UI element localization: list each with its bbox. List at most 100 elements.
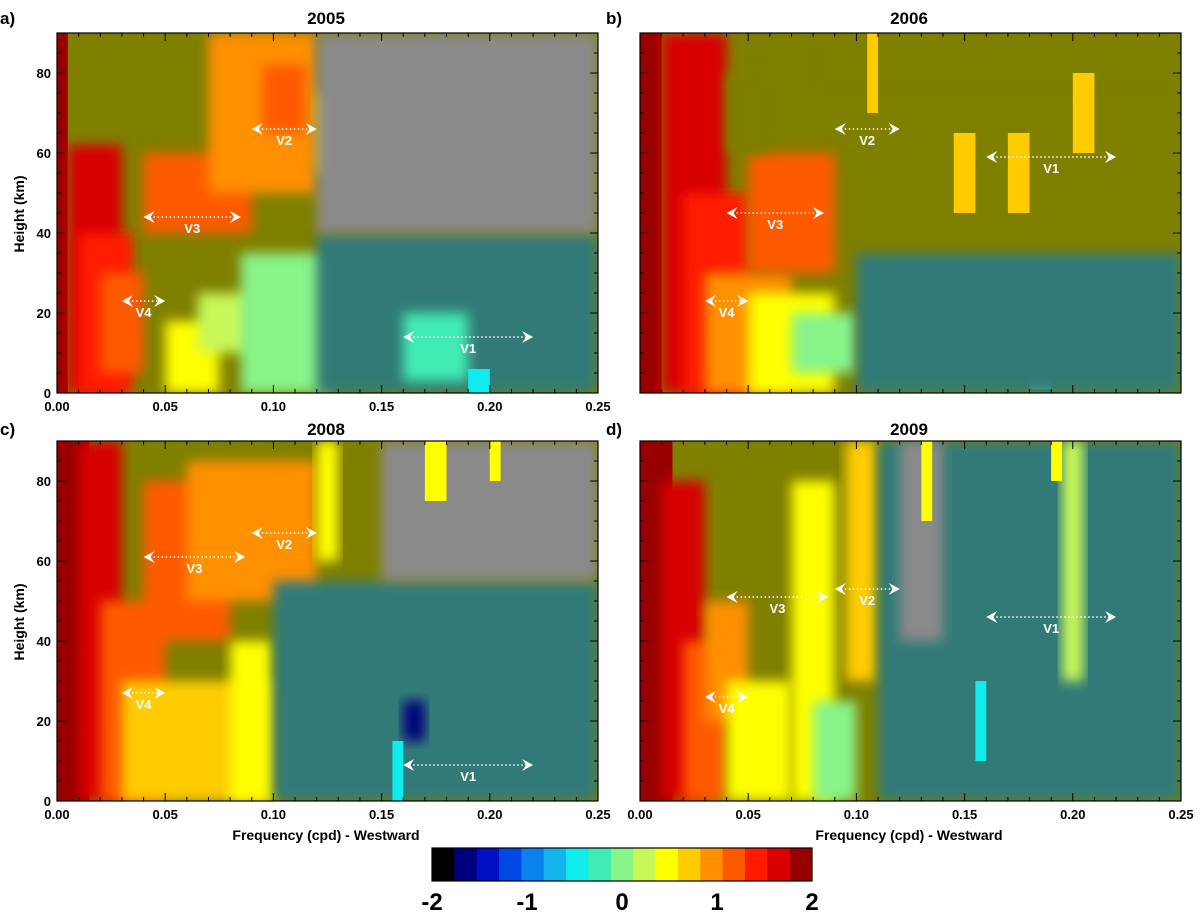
annotation-label: V1: [1043, 161, 1059, 176]
y-tick-label: 60: [37, 146, 51, 161]
panel-b: b) 2006 V1 V2 V3 V4: [606, 9, 1182, 394]
annotation-v2: V2: [834, 583, 900, 608]
panel-label: c): [0, 420, 15, 439]
annotation-label: V4: [136, 697, 153, 712]
colorbar-swatch: [588, 848, 612, 881]
heatmap-region: [1007, 133, 1030, 213]
annotation-arrowhead: [143, 211, 155, 223]
annotation-v1: V1: [403, 331, 534, 356]
annotation-arrowhead: [726, 207, 738, 219]
annotation-arrowhead: [121, 295, 133, 307]
panel-label: d): [606, 420, 622, 439]
y-tick-label: 0: [44, 794, 51, 809]
annotation-v2: V2: [834, 123, 900, 148]
x-tick-label: 0.00: [44, 807, 69, 822]
annotation-v3: V3: [143, 551, 246, 576]
colorbar-swatch: [476, 848, 500, 881]
annotation-arrowhead: [154, 687, 166, 699]
y-axis-label: Height (km): [11, 176, 27, 253]
colorbar-tick-label: -1: [516, 889, 537, 916]
colorbar: -2 -1 0 1 2: [421, 847, 819, 916]
annotation-v3: V3: [143, 211, 241, 236]
y-tick-label: 40: [37, 634, 51, 649]
annotation-arrowhead: [812, 207, 824, 219]
annotation-arrowhead: [522, 759, 534, 771]
annotation-arrowhead: [522, 331, 534, 343]
heatmap-region: [230, 641, 274, 801]
heatmap-region: [856, 253, 1181, 393]
x-tick-label: 0.10: [261, 807, 286, 822]
y-tick-label: 20: [37, 306, 51, 321]
x-tick-label: 0.25: [585, 807, 610, 822]
heatmap-region: [867, 33, 879, 113]
x-axis-label: Frequency (cpd) - Westward: [815, 827, 1002, 843]
plot-area: 0.00 0.05 0.10 0.15 0.20 0.25 0 20 40 60 80 V1 V2 V3 V…: [37, 32, 611, 414]
annotation-v4: V4: [704, 691, 749, 716]
annotation-label: V3: [767, 217, 783, 232]
annotation-arrowhead: [234, 551, 246, 563]
annotation-arrowhead: [229, 211, 241, 223]
heatmap-region: [791, 313, 857, 373]
colorbar-swatch: [521, 848, 545, 881]
colorbar-tick-label: 2: [805, 889, 818, 916]
annotation-arrowhead: [817, 591, 829, 603]
annotation-label: V2: [859, 133, 875, 148]
panel-label: a): [0, 9, 15, 28]
annotation-arrowhead: [986, 151, 998, 163]
annotation-v3: V3: [726, 207, 824, 232]
annotation-arrowhead: [305, 123, 317, 135]
annotation-label: V1: [460, 769, 476, 784]
colorbar-tick-label: -2: [421, 889, 442, 916]
plot-area: 0.00 0.05 0.10 0.15 0.20 0.25 0 20 40 60 80 V1 V2 V3 V…: [37, 440, 611, 822]
annotation-v4: V4: [704, 295, 749, 320]
plot-area: 0.00 0.05 0.10 0.15 0.20 0.25 V1 V2 V3 V4: [627, 440, 1194, 822]
colorbar-swatch: [767, 848, 791, 881]
heatmap-region: [975, 681, 987, 761]
annotation-arrowhead: [888, 123, 900, 135]
panel-title: 2005: [307, 9, 345, 28]
annotation-label: V2: [859, 593, 875, 608]
heatmap-region: [1072, 73, 1095, 153]
annotation-arrowhead: [403, 331, 415, 343]
colorbar-swatch: [432, 848, 455, 881]
colorbar-swatch: [744, 848, 768, 881]
y-axis-label: Height (km): [11, 584, 27, 661]
colorbar-swatch: [454, 848, 478, 881]
y-tick-label: 80: [37, 474, 51, 489]
y-tick-label: 0: [44, 386, 51, 401]
colorbar-swatch: [499, 848, 522, 881]
heatmap-region: [468, 369, 490, 393]
heatmap-region: [640, 33, 662, 393]
panel-label: b): [606, 9, 622, 28]
plot-area: V1 V2 V3 V4: [639, 32, 1182, 394]
heatmap-region: [1051, 441, 1062, 481]
heatmap-region: [953, 133, 976, 213]
annotation-arrowhead: [737, 691, 749, 703]
annotation-arrowhead: [305, 527, 317, 539]
colorbar-tick-label: 0: [615, 889, 628, 916]
heatmap-field: [57, 33, 598, 393]
annotation-arrowhead: [251, 123, 263, 135]
annotation-v3: V3: [726, 591, 829, 616]
y-tick-label: 80: [37, 66, 51, 81]
annotation-label: V3: [184, 221, 200, 236]
annotation-arrowhead: [1105, 151, 1117, 163]
annotation-label: V4: [719, 305, 736, 320]
annotation-arrowhead: [121, 687, 133, 699]
x-tick-label: 0.05: [736, 807, 761, 822]
colorbar-tick-label: 1: [710, 889, 723, 916]
annotation-v1: V1: [403, 759, 534, 784]
x-tick-label: 0.20: [1060, 807, 1085, 822]
heatmap-region: [186, 461, 317, 601]
annotation-label: V1: [1043, 621, 1059, 636]
annotation-v1: V1: [986, 611, 1117, 636]
annotation-arrowhead: [986, 611, 998, 623]
heatmap-region: [316, 33, 598, 233]
x-tick-label: 0.20: [477, 807, 502, 822]
colorbar-swatch: [566, 848, 589, 881]
panel-title: 2008: [307, 420, 345, 439]
annotation-v2: V2: [251, 527, 317, 552]
annotation-label: V3: [769, 601, 785, 616]
x-tick-label: 0.05: [153, 807, 178, 822]
heatmap-region: [813, 701, 857, 801]
